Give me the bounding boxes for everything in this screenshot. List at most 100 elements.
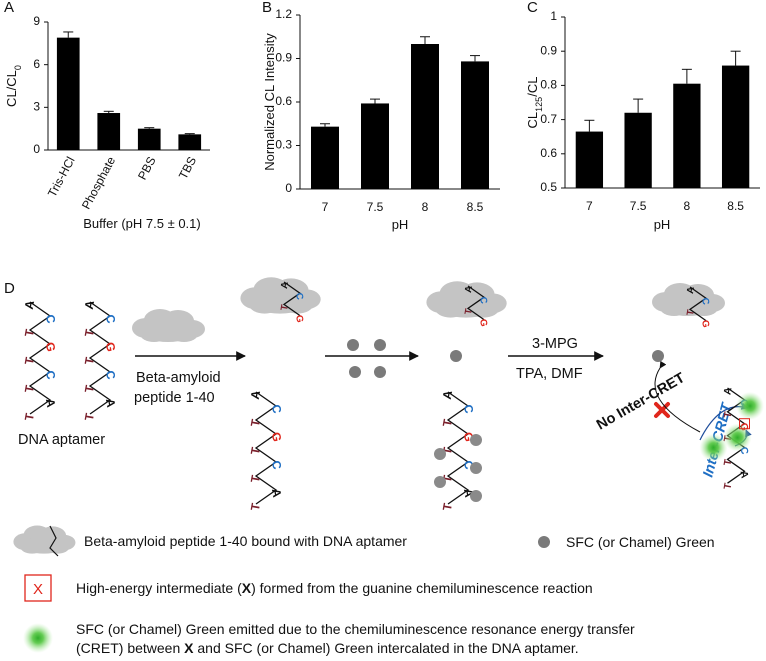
nucleobase: T: [440, 417, 455, 427]
nucleobase: A: [463, 285, 475, 294]
bar: [673, 83, 701, 188]
legend-text-part: (CRET) between: [76, 640, 184, 656]
aptamer-backbone: [28, 301, 52, 415]
panel-label: D: [4, 280, 15, 297]
cloud-lobe: [170, 326, 198, 342]
panel-label: A: [4, 0, 14, 16]
nucleobase: T: [82, 383, 97, 393]
y-axis-label: CL/CL0: [4, 65, 23, 107]
intercalated-dye: [434, 476, 446, 488]
nucleobase: A: [43, 397, 58, 408]
intercalated-dye: [470, 462, 482, 474]
nucleobase: G: [477, 318, 489, 327]
cloud-lobe: [660, 300, 688, 316]
legend-intermediate-icon: [24, 574, 52, 602]
bar: [624, 112, 652, 188]
error-bar: [184, 133, 195, 135]
nucleobase: C: [43, 313, 58, 324]
dye: [450, 350, 462, 362]
nucleobase: T: [722, 410, 734, 419]
legend-text-part: ) formed from the guanine chemiluminesce…: [251, 580, 593, 596]
aptamer-backbone: [254, 391, 278, 505]
nucleobase: A: [22, 299, 37, 310]
nucleobase: T: [685, 309, 697, 317]
nucleobase: C: [461, 459, 476, 470]
y-axis-label: CL125/CL: [525, 77, 544, 129]
error-bar: [681, 68, 692, 84]
nucleobase: T: [722, 482, 734, 491]
nucleobase: T: [82, 355, 97, 365]
bar: [178, 134, 202, 150]
no-transfer-label: No Inter-CRET: [594, 370, 688, 433]
y-axis-label-part: 0: [13, 65, 23, 70]
y-tick-label: 0.5: [540, 180, 557, 194]
intercalated-dye: [434, 448, 446, 460]
aptamer-backbone: [88, 301, 112, 415]
dye: [374, 366, 386, 378]
aptamer-backbone: [446, 391, 470, 505]
y-axis-label-part: CL: [525, 112, 540, 129]
nucleobase: T: [440, 473, 455, 483]
emitting-dye: [736, 391, 764, 420]
legend-text: SFC (or Chamel) Green: [566, 534, 715, 550]
nucleobase: C: [293, 292, 305, 301]
nucleobase: C: [737, 446, 749, 456]
nucleobase: A: [737, 470, 749, 480]
bar: [721, 65, 750, 188]
y-tick-label: 0.6: [540, 146, 557, 160]
y-tick-label: 1: [550, 9, 557, 23]
y-axis-label-part: /CL: [525, 77, 540, 97]
x-tick-label: 7.5: [367, 200, 384, 214]
dye: [374, 339, 386, 351]
error-bar: [144, 127, 155, 129]
step-label: peptide 1-40: [134, 390, 215, 406]
cloud-lobe: [140, 326, 168, 342]
nucleobase: T: [22, 327, 37, 337]
nucleobase: C: [461, 403, 476, 414]
y-tick-label: 6: [33, 57, 40, 71]
nucleobase: G: [43, 341, 58, 353]
legend-dye-icon: [538, 536, 550, 548]
nucleobase: A: [82, 299, 97, 310]
error-bar: [320, 123, 330, 127]
legend-text-part: High-energy intermediate (: [76, 580, 242, 596]
emitting-dye: [723, 423, 752, 452]
nucleobase: G: [461, 431, 476, 443]
legend-emission-icon: [23, 623, 53, 653]
nucleobase: A: [685, 286, 697, 295]
nucleobase: C: [699, 297, 711, 306]
emitting-dye: [699, 433, 728, 462]
peptide-cloud: [426, 281, 507, 318]
y-tick-label: 0: [285, 181, 292, 195]
y-tick-label: 0: [33, 142, 40, 156]
transfer-arrow: [654, 360, 701, 433]
intercalated-dye: [470, 434, 482, 446]
nucleobase: C: [269, 403, 284, 414]
y-tick-label: 1.2: [275, 7, 292, 21]
legend-text-part: and SFC (or Chamel) Green intercalated i…: [194, 640, 579, 656]
nucleobase: T: [22, 411, 37, 421]
nucleobase: T: [22, 383, 37, 393]
peptide-cloud: [13, 525, 76, 554]
peptide-cloud: [132, 309, 205, 342]
nucleobase: T: [248, 501, 263, 511]
y-axis-label: Normalized CL Intensity: [262, 33, 277, 171]
blocked-mark: [654, 402, 670, 418]
bar: [361, 103, 389, 189]
aptamer-label: DNA aptamer: [18, 432, 105, 448]
legend-text: Beta-amyloid peptide 1-40 bound with DNA…: [84, 533, 407, 549]
cloud-lobe: [45, 540, 70, 554]
nucleobase: A: [269, 487, 284, 498]
legend-text: (CRET) between X and SFC (or Chamel) Gre…: [76, 640, 579, 656]
nucleobase: T: [248, 417, 263, 427]
y-tick-label: 3: [33, 100, 40, 114]
nucleobase: T: [82, 327, 97, 337]
peptide-cloud: [652, 283, 725, 316]
x-tick-label: 8: [684, 199, 691, 213]
nucleobase: G: [269, 431, 284, 443]
y-tick-label: 0.9: [275, 51, 292, 65]
